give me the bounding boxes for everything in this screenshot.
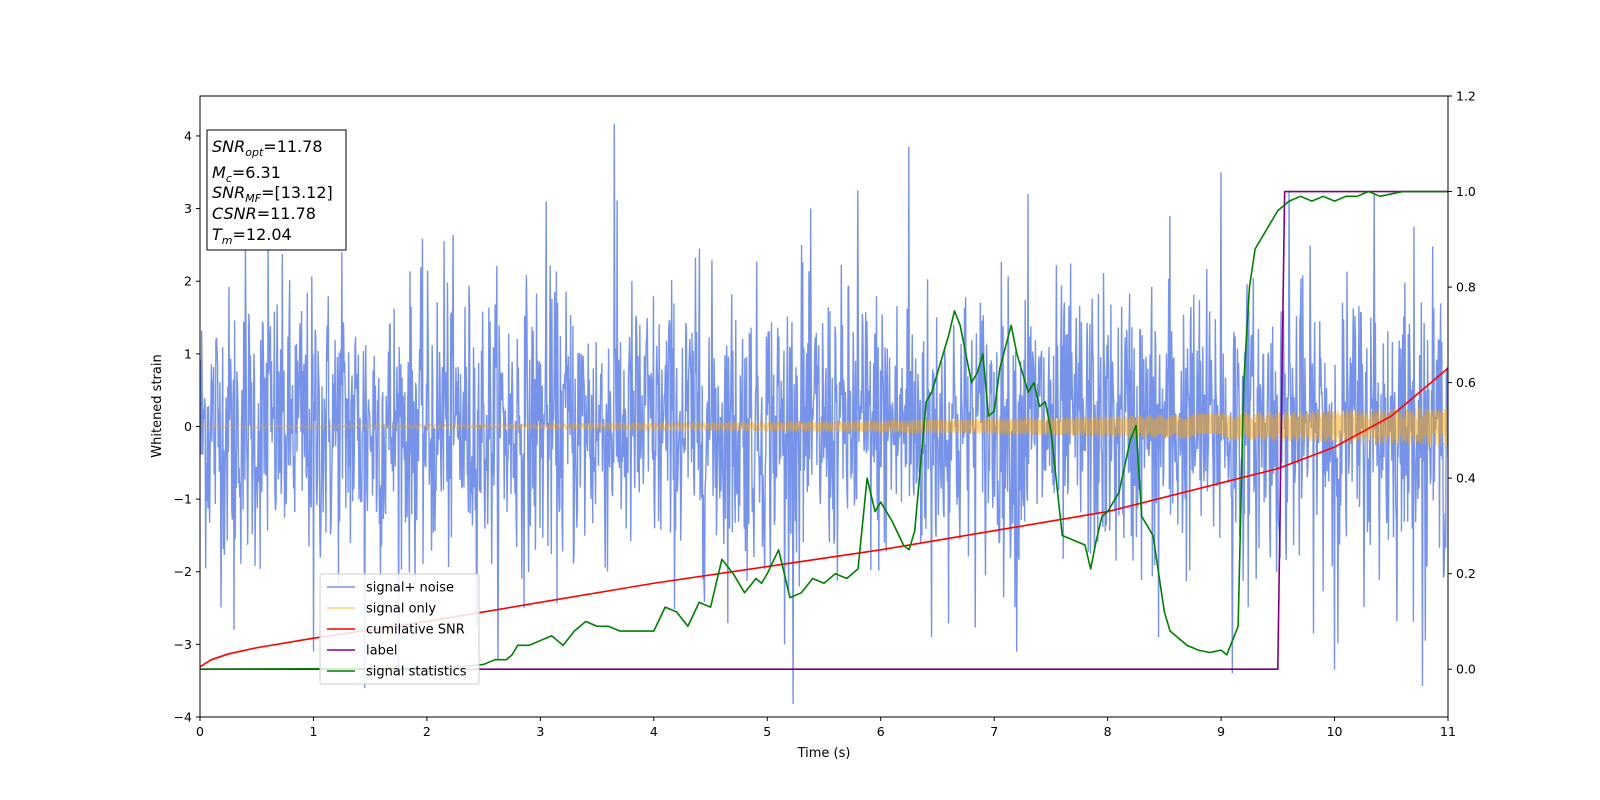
series-cumilative-snr bbox=[200, 367, 1448, 668]
y-tick-label: 1 bbox=[184, 346, 192, 361]
y-tick-label: −1 bbox=[174, 492, 192, 507]
y-right-tick-label: 1.2 bbox=[1456, 89, 1476, 104]
info-snr-mf: SNRMF=[13.12] bbox=[212, 183, 333, 205]
x-tick-label: 1 bbox=[309, 724, 317, 739]
legend-label-cumilative-snr: cumilative SNR bbox=[366, 623, 465, 638]
legend-label-signal-statistics: signal statistics bbox=[366, 665, 467, 680]
x-tick-label: 4 bbox=[650, 724, 658, 739]
y-right-tick-label: 1.0 bbox=[1456, 184, 1476, 199]
plot-area bbox=[200, 123, 1448, 704]
y-right-tick-label: 0.8 bbox=[1456, 280, 1476, 295]
info-box-frame bbox=[206, 129, 347, 251]
info-box: SNRopt=11.78 Mc=6.31 SNRMF=[13.12] CSNR=… bbox=[206, 129, 347, 251]
y-tick-label: 4 bbox=[184, 128, 192, 143]
x-tick-label: 9 bbox=[1217, 724, 1225, 739]
info-csnr: CSNR=11.78 bbox=[212, 204, 316, 223]
y-tick-label: 2 bbox=[184, 274, 192, 289]
y-right-tick-label: 0.0 bbox=[1456, 662, 1476, 677]
x-tick-label: 6 bbox=[877, 724, 885, 739]
plot-frame bbox=[199, 95, 1449, 718]
info-snr-opt: SNRopt=11.78 bbox=[212, 137, 323, 159]
series-signal-statistics bbox=[200, 190, 1448, 671]
y-right-tick-label: 0.4 bbox=[1456, 471, 1476, 486]
y-tick-label: −2 bbox=[174, 564, 192, 579]
legend: signal+ noise signal only cumilative SNR la… bbox=[319, 573, 480, 685]
legend-label-label: label bbox=[366, 644, 397, 659]
y-tick-label: 0 bbox=[184, 419, 192, 434]
x-tick-label: 2 bbox=[423, 724, 431, 739]
series-label bbox=[200, 190, 1448, 671]
y-right-tick-label: 0.6 bbox=[1456, 375, 1476, 390]
legend-label-signal-only: signal only bbox=[366, 602, 436, 617]
y-tick-label: −3 bbox=[174, 637, 192, 652]
y-tick-label: 3 bbox=[184, 201, 192, 216]
x-tick-label: 7 bbox=[990, 724, 998, 739]
series-signal-only bbox=[200, 407, 1448, 446]
y-tick-label: −4 bbox=[174, 710, 192, 725]
x-tick-label: 8 bbox=[1104, 724, 1112, 739]
y-right-tick-label: 0.2 bbox=[1456, 566, 1476, 581]
legend-frame bbox=[319, 573, 480, 685]
x-tick-label: 0 bbox=[196, 724, 204, 739]
x-tick-label: 3 bbox=[536, 724, 544, 739]
x-tick-label: 5 bbox=[763, 724, 771, 739]
x-axis-title: Time (s) bbox=[797, 746, 851, 761]
y-axis-title: Whitened strain bbox=[150, 354, 165, 457]
info-tm: Tm=12.04 bbox=[212, 225, 292, 247]
x-tick-label: 10 bbox=[1327, 724, 1343, 739]
info-mc: Mc=6.31 bbox=[212, 163, 281, 185]
axes: 0 1 2 3 4 5 6 7 8 9 10 11 −4 −3 −2 −1 0 1 2 3 4 0.0 0.2 0.4 0.6 0… bbox=[174, 89, 1476, 740]
legend-label-signal-noise: signal+ noise bbox=[366, 581, 454, 596]
x-tick-label: 11 bbox=[1440, 724, 1456, 739]
